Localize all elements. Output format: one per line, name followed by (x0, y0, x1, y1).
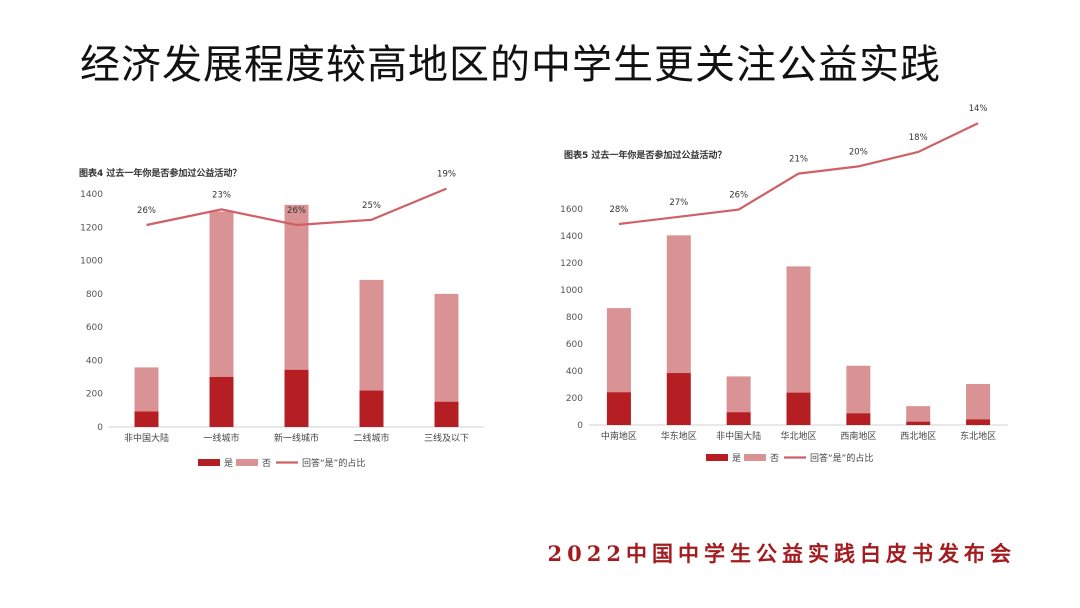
slide-title: 经济发展程度较高地区的中学生更关注公益实践 (80, 42, 941, 88)
ratio-line (146, 187, 447, 227)
ratio-label: 28% (609, 205, 628, 215)
category-label: 非中国大陆 (124, 432, 169, 444)
bar-no (906, 406, 931, 422)
y-tick-label: 1600 (560, 205, 583, 215)
ratio-label: 27% (669, 198, 688, 208)
y-tick-label: 600 (86, 323, 103, 333)
y-tick-label: 400 (566, 367, 583, 377)
chart-4-title: 图表4 过去一年你是否参加过公益活动？ (79, 169, 242, 179)
footer-event-title: 2022中国中学生公益实践白皮书发布会 (547, 541, 1016, 566)
category-label: 中南地区 (601, 430, 637, 442)
y-tick-label: 800 (566, 313, 583, 323)
legend-label-ratio: 回答“是”的占比 (302, 457, 365, 469)
y-tick-label: 800 (86, 290, 103, 300)
ratio-line (618, 122, 979, 226)
category-label: 三线及以下 (424, 432, 469, 444)
y-tick-label: 1400 (80, 190, 103, 200)
bar-no (606, 308, 631, 393)
ratio-label: 20% (849, 147, 868, 157)
y-tick-label: 1000 (560, 286, 583, 296)
bar-yes (606, 392, 631, 425)
y-tick-label: 200 (86, 390, 103, 400)
bar-no (666, 235, 691, 374)
bar-no (434, 293, 459, 402)
ratio-label: 19% (437, 170, 456, 180)
bar-yes (134, 411, 159, 427)
bar-no (284, 204, 309, 370)
category-label: 华东地区 (661, 430, 697, 442)
category-label: 二线城市 (353, 432, 389, 444)
category-label: 非中国大陆 (716, 430, 761, 442)
bar-yes (209, 376, 234, 427)
legend-label-yes: 是 (224, 458, 233, 469)
bar-yes (284, 369, 309, 427)
category-label: 一线城市 (203, 432, 239, 444)
legend-label-ratio: 回答“是”的占比 (810, 452, 873, 464)
bar-yes (434, 401, 459, 427)
y-tick-label: 400 (86, 356, 103, 366)
bar-no (209, 211, 234, 377)
y-tick-label: 0 (577, 421, 583, 431)
legend-label-no: 否 (770, 453, 779, 464)
y-tick-label: 1000 (80, 257, 103, 267)
bar-no (846, 365, 871, 414)
legend-label-yes: 是 (732, 453, 741, 464)
y-tick-label: 600 (566, 340, 583, 350)
bar-yes (906, 421, 931, 425)
legend-label-no: 否 (262, 458, 271, 469)
bar-no (359, 279, 384, 391)
y-tick-label: 200 (566, 394, 583, 404)
bar-yes (786, 392, 811, 425)
ratio-label: 18% (909, 133, 928, 143)
ratio-label: 25% (362, 201, 381, 211)
ratio-label: 26% (287, 206, 306, 216)
y-tick-label: 0 (97, 423, 103, 433)
bar-no (966, 383, 991, 420)
bar-no (726, 376, 751, 413)
ratio-label: 26% (137, 206, 156, 216)
ratio-label: 26% (729, 191, 748, 201)
ratio-label: 23% (212, 190, 231, 200)
category-label: 新一线城市 (274, 432, 319, 444)
category-label: 西北地区 (900, 430, 936, 442)
legend-swatch-no (744, 454, 766, 461)
y-tick-label: 1200 (560, 259, 583, 269)
legend-swatch-no (236, 459, 258, 466)
bar-no (786, 266, 811, 393)
chart-4: 0 200 400 600 800 1000 1200 1400 非中国大陆 一线城市 新一线城市 二… (80, 170, 484, 469)
ratio-label: 14% (969, 104, 988, 114)
bar-yes (359, 390, 384, 427)
y-tick-label: 1400 (560, 232, 583, 242)
bar-yes (846, 413, 871, 425)
bar-yes (666, 373, 691, 425)
bar-yes (966, 419, 991, 425)
legend-swatch-yes (198, 459, 220, 466)
chart-5-title: 图表5 过去一年你是否参加过公益活动？ (564, 151, 727, 161)
legend-swatch-yes (706, 454, 728, 461)
category-label: 华北地区 (780, 430, 816, 442)
category-label: 东北地区 (960, 430, 996, 442)
y-tick-label: 1200 (80, 223, 103, 233)
category-label: 西南地区 (840, 430, 876, 442)
bar-yes (726, 412, 751, 425)
ratio-label: 21% (789, 155, 808, 165)
bar-no (134, 367, 159, 412)
